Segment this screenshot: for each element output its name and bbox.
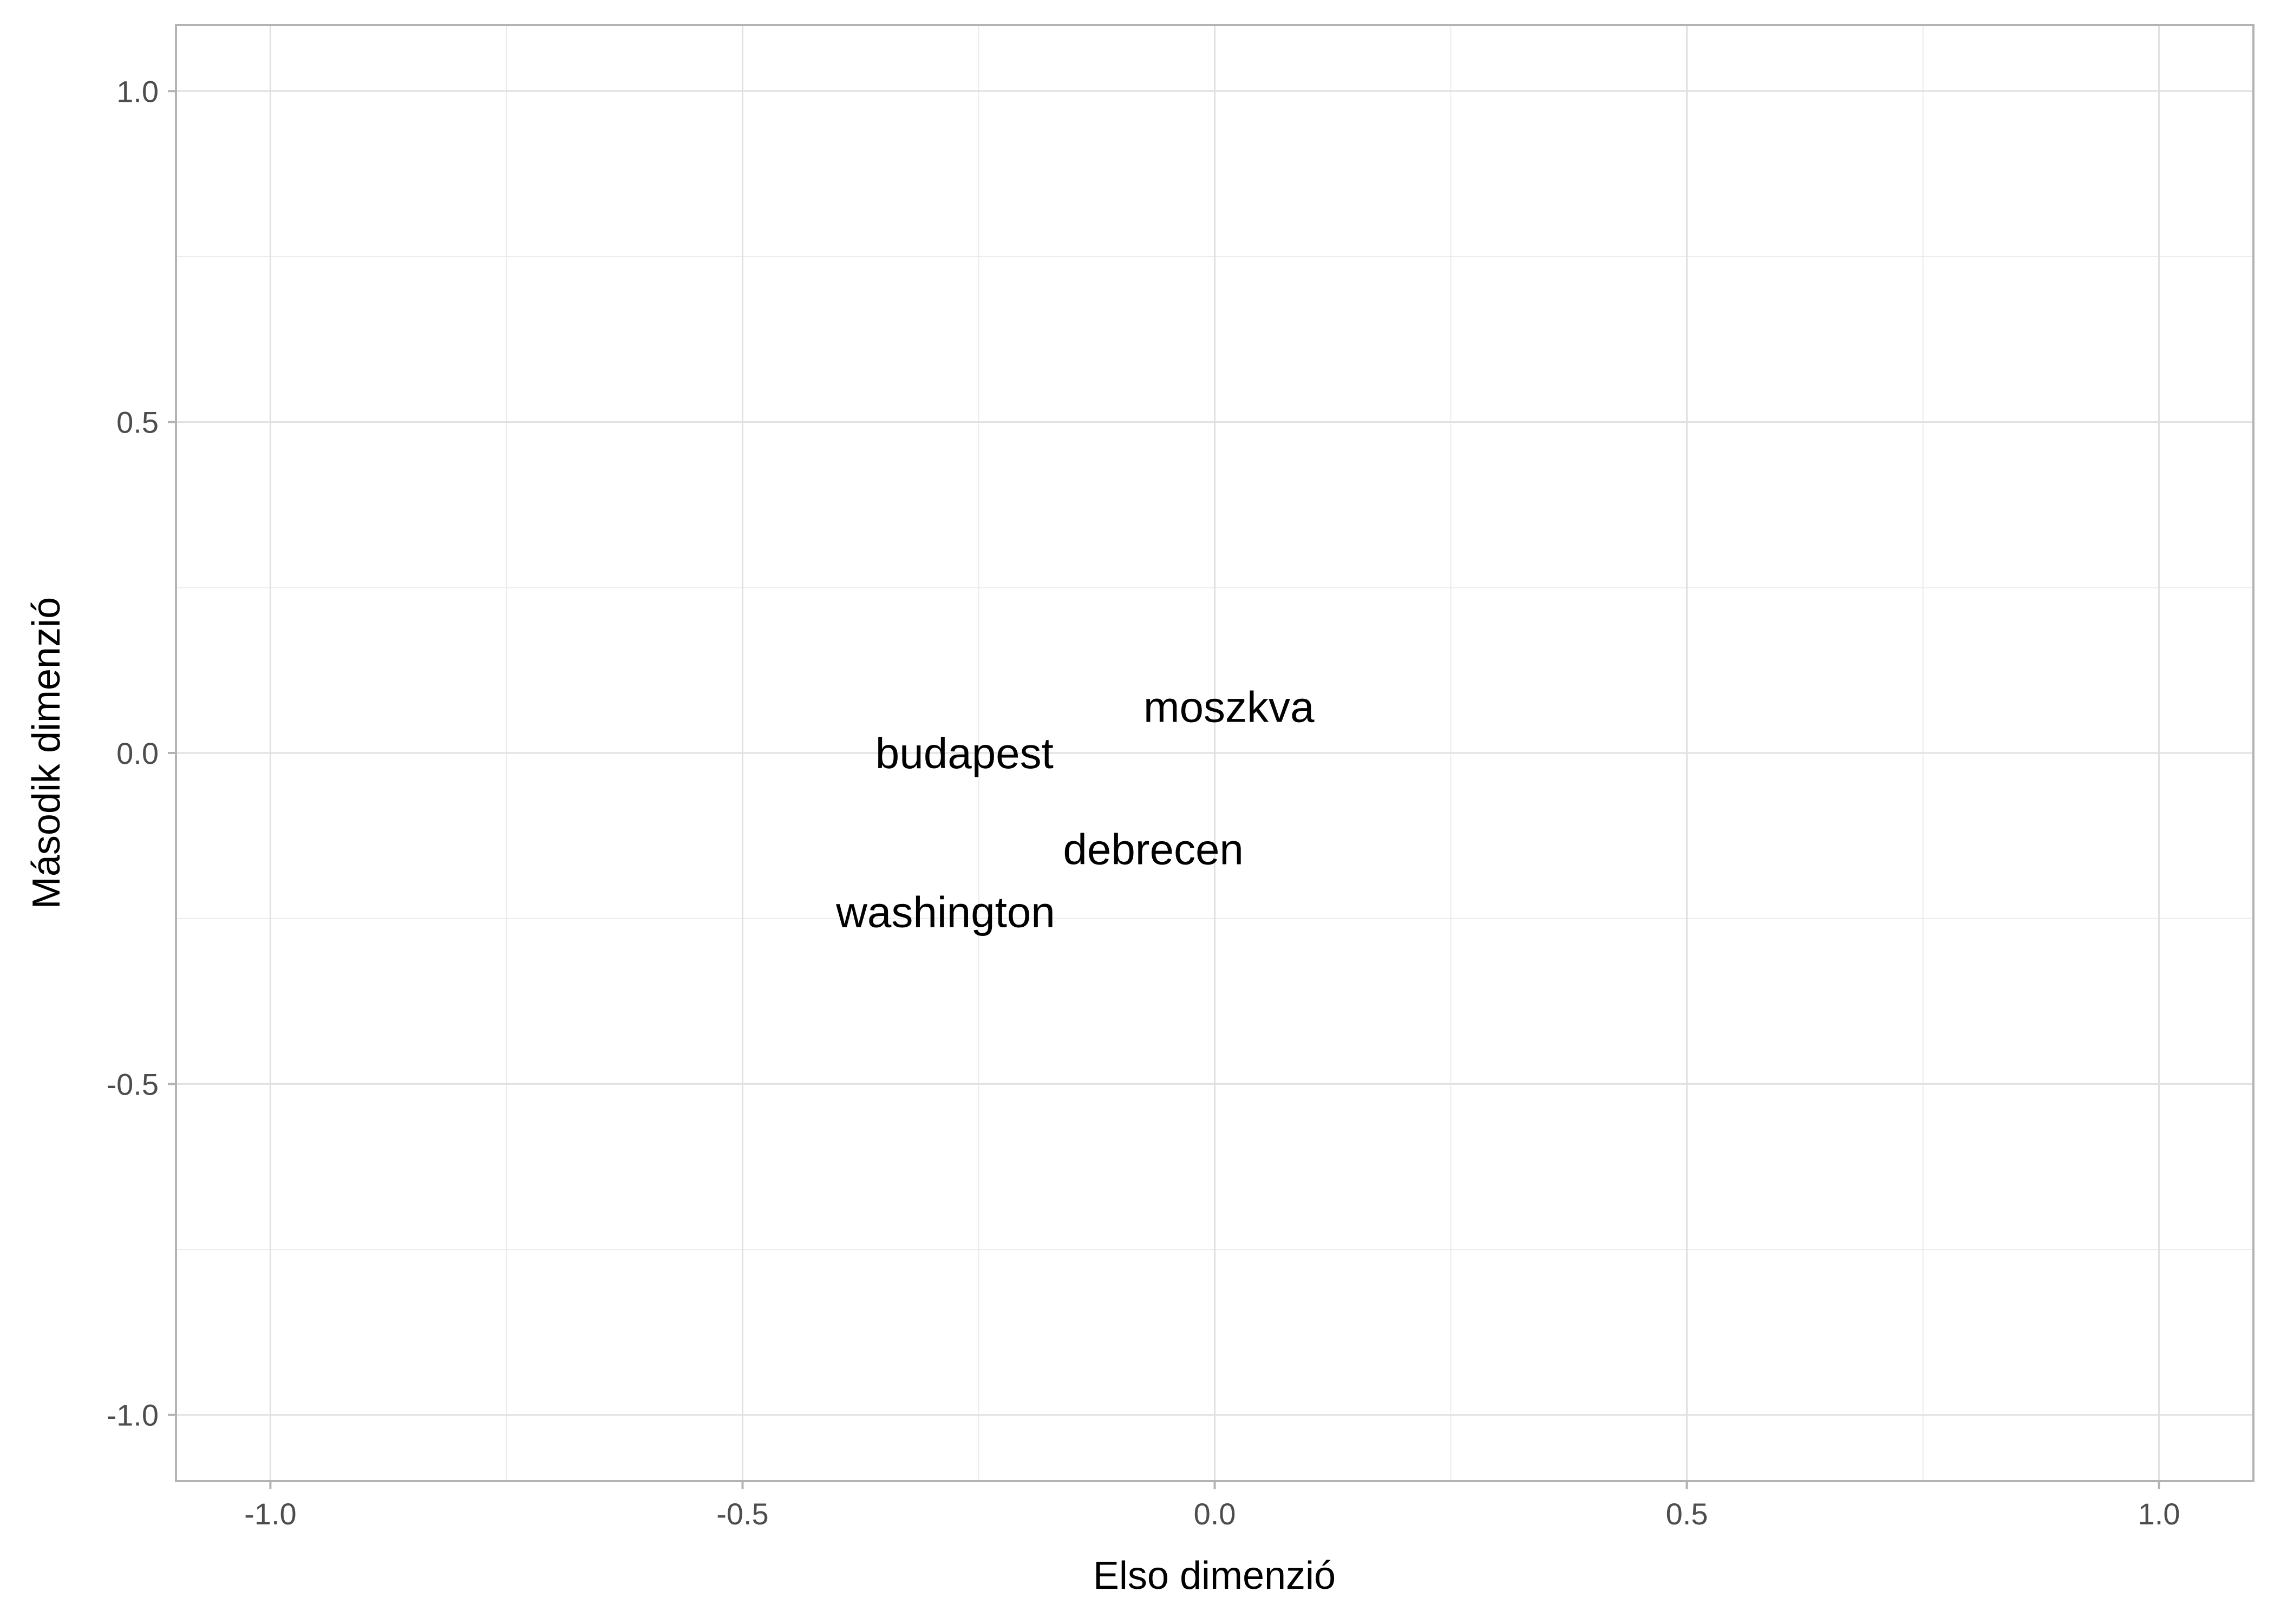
point-label-debrecen: debrecen [1063, 825, 1244, 873]
point-label-moszkva: moszkva [1143, 683, 1315, 731]
x-tick-label: 0.0 [1194, 1497, 1236, 1531]
x-tick-label: 0.5 [1666, 1497, 1708, 1531]
grid-layer [176, 25, 2253, 1481]
x-tick-label: -0.5 [716, 1497, 769, 1531]
x-axis-title: Elso dimenzió [1093, 1554, 1336, 1597]
x-tick-label: 1.0 [2138, 1497, 2180, 1531]
point-label-washington: washington [835, 888, 1055, 936]
ticks-layer: -1.0 -0.5 0.0 0.5 1.0 -1.0 -0.5 0.0 0.5 1.0 [107, 74, 2180, 1531]
y-tick-label: 1.0 [116, 74, 159, 108]
y-tick-label: -1.0 [107, 1398, 159, 1432]
point-label-budapest: budapest [875, 729, 1054, 777]
x-tick-label: -1.0 [244, 1497, 297, 1531]
y-tick-label: 0.5 [116, 405, 159, 440]
y-tick-label: -0.5 [107, 1067, 159, 1101]
y-tick-label: 0.0 [116, 736, 159, 770]
y-axis-title: Második dimenzió [25, 597, 68, 909]
